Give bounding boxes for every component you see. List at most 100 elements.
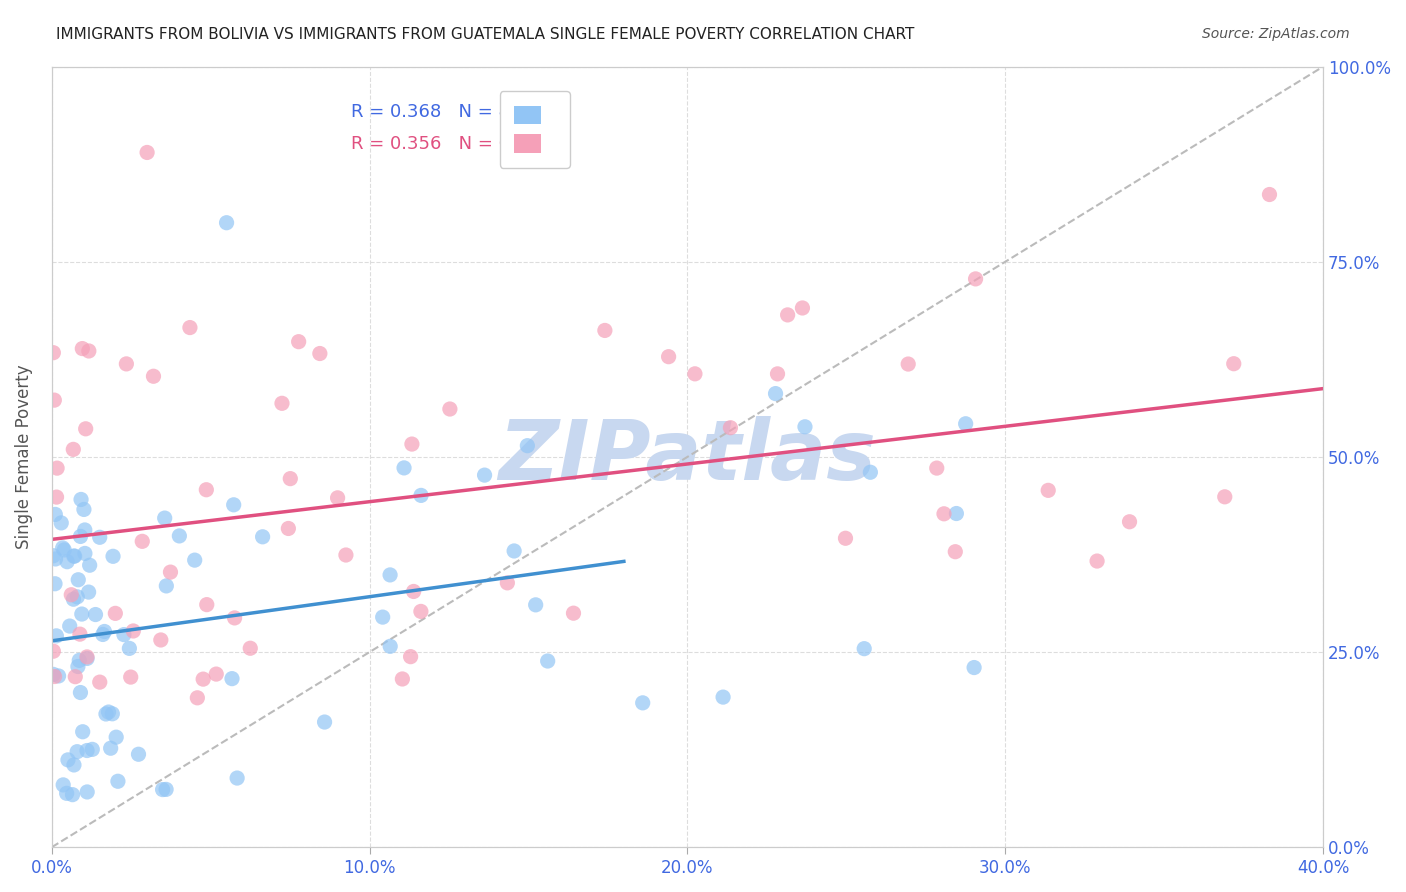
Immigrants from Bolivia <box>524 598 547 612</box>
Immigrants from Guatemala <box>496 575 519 590</box>
Text: R = 0.356   N = 66: R = 0.356 N = 66 <box>350 135 520 153</box>
Immigrants from Guatemala <box>45 490 67 504</box>
Immigrants from Bolivia <box>56 555 79 569</box>
Immigrants from Bolivia <box>59 619 82 633</box>
Immigrants from Guatemala <box>766 367 789 381</box>
Immigrants from Guatemala <box>402 584 425 599</box>
Immigrants from Bolivia <box>516 439 538 453</box>
Immigrants from Bolivia <box>62 788 84 802</box>
Immigrants from Guatemala <box>104 607 127 621</box>
Immigrants from Bolivia <box>48 669 70 683</box>
Immigrants from Guatemala <box>1222 357 1244 371</box>
Immigrants from Guatemala <box>658 350 681 364</box>
Immigrants from Bolivia <box>70 607 93 621</box>
Immigrants from Bolivia <box>380 640 402 654</box>
Immigrants from Guatemala <box>193 672 215 686</box>
Immigrants from Bolivia <box>55 786 77 800</box>
Immigrants from Bolivia <box>118 641 141 656</box>
Immigrants from Bolivia <box>859 465 882 479</box>
Immigrants from Guatemala <box>239 641 262 656</box>
Immigrants from Guatemala <box>308 346 330 360</box>
Immigrants from Guatemala <box>834 531 856 545</box>
Immigrants from Bolivia <box>67 653 90 667</box>
Immigrants from Guatemala <box>271 396 294 410</box>
Immigrants from Guatemala <box>1213 490 1236 504</box>
Immigrants from Guatemala <box>593 323 616 337</box>
Immigrants from Guatemala <box>77 343 100 358</box>
Immigrants from Guatemala <box>120 670 142 684</box>
Immigrants from Bolivia <box>222 498 245 512</box>
Immigrants from Bolivia <box>51 516 73 530</box>
Immigrants from Bolivia <box>62 592 84 607</box>
Immigrants from Bolivia <box>474 468 496 483</box>
Immigrants from Guatemala <box>287 334 309 349</box>
Immigrants from Bolivia <box>503 544 526 558</box>
Immigrants from Bolivia <box>63 758 86 772</box>
Immigrants from Bolivia <box>45 629 67 643</box>
Text: ZIPatlas: ZIPatlas <box>499 417 876 498</box>
Immigrants from Bolivia <box>44 552 66 566</box>
Immigrants from Bolivia <box>73 546 96 560</box>
Immigrants from Guatemala <box>159 565 181 579</box>
Immigrants from Bolivia <box>101 549 124 564</box>
Immigrants from Bolivia <box>392 461 415 475</box>
Immigrants from Guatemala <box>439 402 461 417</box>
Immigrants from Bolivia <box>76 785 98 799</box>
Immigrants from Guatemala <box>776 308 799 322</box>
Immigrants from Guatemala <box>62 442 84 457</box>
Immigrants from Bolivia <box>215 216 238 230</box>
Immigrants from Bolivia <box>152 782 174 797</box>
Immigrants from Bolivia <box>252 530 274 544</box>
Immigrants from Guatemala <box>42 644 65 658</box>
Immigrants from Guatemala <box>1085 554 1108 568</box>
Immigrants from Guatemala <box>195 483 218 497</box>
Immigrants from Bolivia <box>73 523 96 537</box>
Immigrants from Bolivia <box>409 488 432 502</box>
Immigrants from Guatemala <box>72 342 94 356</box>
Immigrants from Bolivia <box>84 607 107 622</box>
Immigrants from Bolivia <box>72 724 94 739</box>
Immigrants from Guatemala <box>562 606 585 620</box>
Immigrants from Bolivia <box>169 529 191 543</box>
Immigrants from Guatemala <box>277 521 299 535</box>
Immigrants from Bolivia <box>73 502 96 516</box>
Immigrants from Bolivia <box>44 576 66 591</box>
Immigrants from Bolivia <box>66 745 89 759</box>
Immigrants from Bolivia <box>56 753 79 767</box>
Immigrants from Bolivia <box>93 624 115 639</box>
Immigrants from Bolivia <box>42 549 65 563</box>
Immigrants from Guatemala <box>179 320 201 334</box>
Immigrants from Bolivia <box>52 541 75 555</box>
Immigrants from Guatemala <box>46 461 69 475</box>
Immigrants from Guatemala <box>792 301 814 315</box>
Immigrants from Bolivia <box>955 417 977 431</box>
Immigrants from Guatemala <box>278 472 301 486</box>
Immigrants from Bolivia <box>70 492 93 507</box>
Immigrants from Guatemala <box>399 649 422 664</box>
Immigrants from Guatemala <box>718 420 741 434</box>
Immigrants from Bolivia <box>62 549 84 563</box>
Immigrants from Guatemala <box>409 604 432 618</box>
Immigrants from Guatemala <box>65 670 87 684</box>
Immigrants from Guatemala <box>1118 515 1140 529</box>
Immigrants from Guatemala <box>195 598 218 612</box>
Immigrants from Bolivia <box>52 778 75 792</box>
Immigrants from Guatemala <box>149 632 172 647</box>
Immigrants from Bolivia <box>67 573 90 587</box>
Immigrants from Guatemala <box>683 367 706 381</box>
Immigrants from Bolivia <box>100 741 122 756</box>
Immigrants from Bolivia <box>963 660 986 674</box>
Immigrants from Bolivia <box>66 659 89 673</box>
Immigrants from Bolivia <box>69 685 91 699</box>
Legend: , : , <box>499 91 569 168</box>
Immigrants from Bolivia <box>63 549 86 563</box>
Text: Source: ZipAtlas.com: Source: ZipAtlas.com <box>1202 27 1350 41</box>
Immigrants from Bolivia <box>101 706 124 721</box>
Immigrants from Bolivia <box>44 508 66 522</box>
Immigrants from Bolivia <box>183 553 205 567</box>
Immigrants from Guatemala <box>1038 483 1060 498</box>
Immigrants from Guatemala <box>115 357 138 371</box>
Immigrants from Guatemala <box>131 534 153 549</box>
Immigrants from Bolivia <box>69 529 91 543</box>
Immigrants from Guatemala <box>401 437 423 451</box>
